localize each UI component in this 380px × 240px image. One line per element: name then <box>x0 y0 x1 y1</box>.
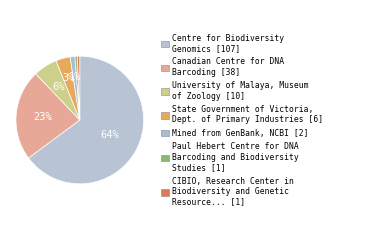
Wedge shape <box>75 56 80 120</box>
Text: 3%: 3% <box>62 73 74 83</box>
Text: 1%: 1% <box>69 72 81 82</box>
Wedge shape <box>36 61 80 120</box>
Text: 6%: 6% <box>52 82 65 92</box>
Text: 64%: 64% <box>100 130 119 140</box>
Wedge shape <box>28 56 144 184</box>
Wedge shape <box>78 56 80 120</box>
Wedge shape <box>56 57 80 120</box>
Text: 23%: 23% <box>33 112 52 122</box>
Wedge shape <box>70 56 80 120</box>
Legend: Centre for Biodiversity
Genomics [107], Canadian Centre for DNA
Barcoding [38], : Centre for Biodiversity Genomics [107], … <box>160 32 325 208</box>
Wedge shape <box>16 74 80 158</box>
